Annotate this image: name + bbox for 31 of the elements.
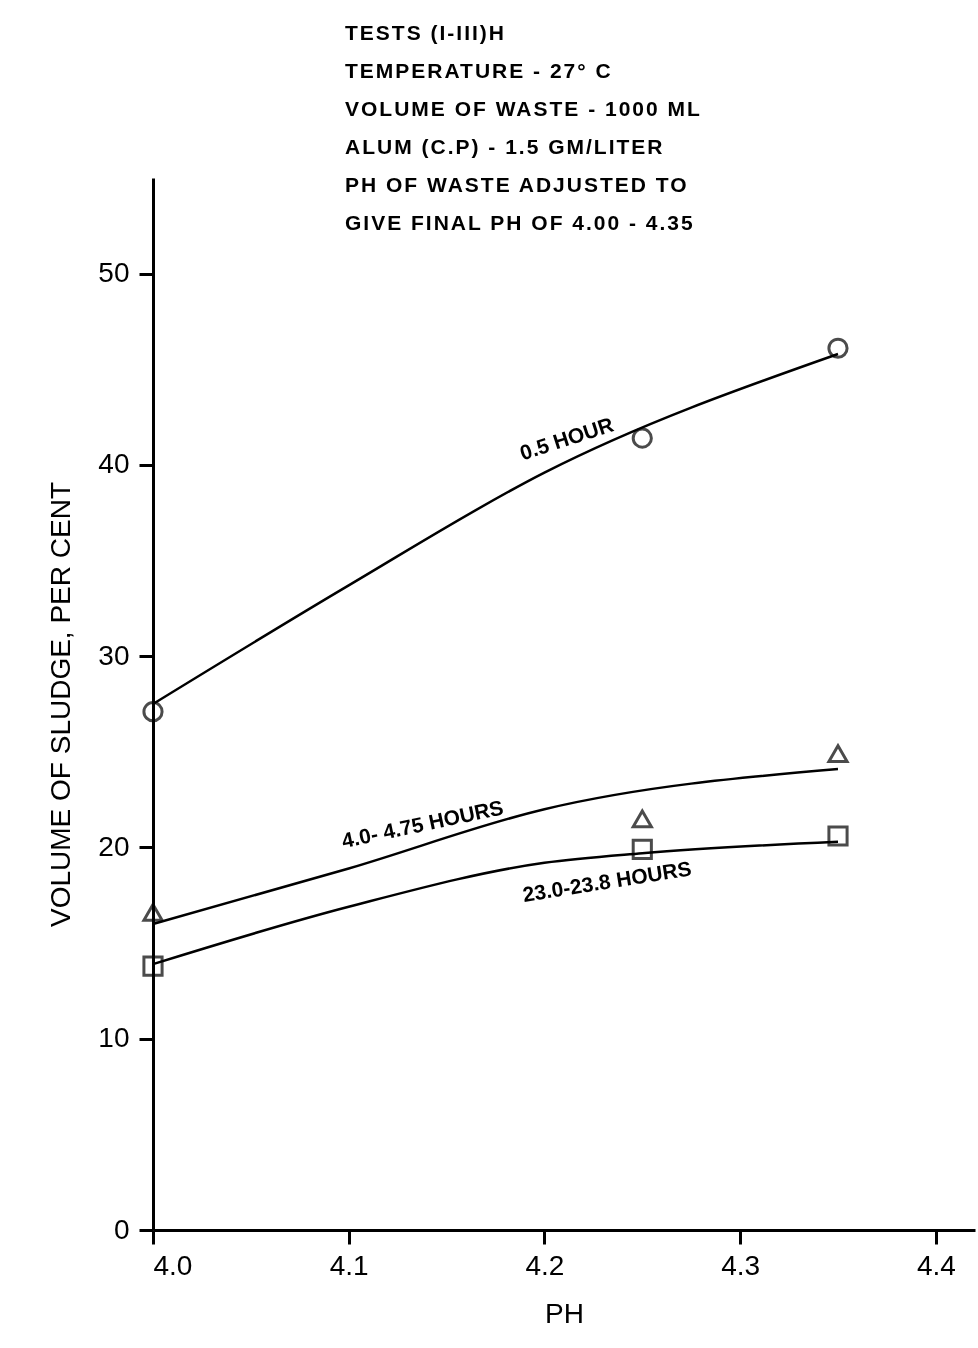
y-tick-label: 0: [113, 1213, 130, 1245]
y-tick-label: 50: [98, 257, 130, 289]
point: [142, 701, 164, 723]
point: [827, 337, 849, 359]
text: 0.5 HOUR: [516, 412, 617, 465]
point: [631, 838, 653, 860]
point: [142, 955, 164, 977]
annotation: PH OF WASTE ADJUSTED TO: [345, 172, 690, 198]
annotation: GIVE FINAL PH OF 4.00 - 4.35: [345, 210, 696, 236]
y-tick-label: 30: [98, 639, 130, 671]
text: 4.0- 4.75 HOURS: [339, 795, 506, 853]
y-tick-label: 20: [98, 830, 130, 862]
text: TEMPERATURE - 27° C: [345, 58, 614, 84]
point: [631, 809, 653, 829]
x-tick-label: 4.0: [153, 1249, 193, 1281]
x-tick-label: 4.4: [916, 1249, 956, 1281]
x-tick-label: 4.1: [329, 1249, 369, 1281]
text: ALUM (C.P) - 1.5 GM/LITER: [345, 134, 666, 160]
y-axis-title: VOLUME OF SLUDGE, PER CENT: [45, 482, 77, 927]
point: [142, 903, 164, 922]
point: [631, 427, 653, 449]
y-tick-label: 40: [98, 448, 130, 480]
text: VOLUME OF WASTE - 1000 ML: [345, 96, 702, 122]
y-tick-label: 10: [98, 1022, 130, 1054]
point: [827, 825, 849, 847]
text: TESTS (I-III)H: [345, 20, 507, 46]
text: 23.0-23.8 HOURS: [521, 856, 693, 906]
point: [827, 744, 849, 764]
x-axis-title: PH: [545, 1297, 584, 1329]
x-tick-label: 4.3: [721, 1249, 761, 1281]
x-tick-label: 4.2: [525, 1249, 565, 1281]
